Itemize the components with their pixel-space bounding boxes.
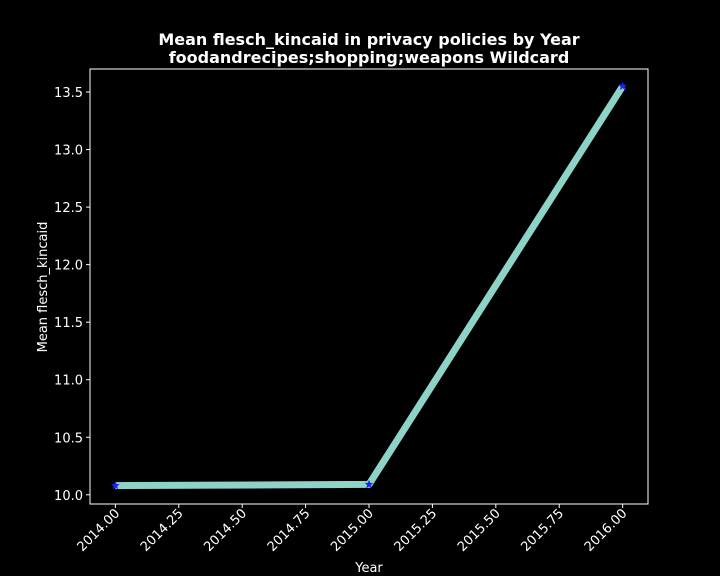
y-tick-label: 13.5 xyxy=(54,86,83,101)
x-tick-label: 2014.25 xyxy=(138,506,187,555)
chart-marks: 10.0 10.5 11.0 11.5 12.0 12.5 13.0 13.5 2014.00 2… xyxy=(54,81,631,555)
x-tick-label: 2015.25 xyxy=(392,506,441,555)
y-tick-label: 11.0 xyxy=(54,374,83,389)
series-line xyxy=(115,84,626,490)
y-axis-label: Mean flesch_kincaid xyxy=(36,222,51,353)
y-tick-label: 12.0 xyxy=(54,259,83,274)
y-tick-label: 11.5 xyxy=(54,316,83,331)
y-tick-label: 10.5 xyxy=(54,431,83,446)
y-tick-label: 10.0 xyxy=(54,489,83,504)
chart-title-line2: foodandrecipes;shopping;weapons Wildcard xyxy=(169,48,570,67)
y-tick-label: 12.5 xyxy=(54,201,83,216)
plot-area-frame xyxy=(89,68,649,505)
x-tick-label: 2015.00 xyxy=(328,506,377,555)
x-tick-label: 2014.50 xyxy=(201,506,250,555)
x-tick-label: 2015.50 xyxy=(455,506,504,555)
data-point-star xyxy=(618,81,628,91)
chart-title-line1: Mean flesch_kincaid in privacy policies … xyxy=(158,30,579,49)
x-tick-label: 2016.00 xyxy=(582,506,631,555)
x-tick-label: 2014.75 xyxy=(265,506,314,555)
data-point-star xyxy=(364,479,374,489)
x-tick-label: 2015.75 xyxy=(518,506,567,555)
x-axis-label: Year xyxy=(354,561,383,576)
x-tick-label: 2014.00 xyxy=(75,506,124,555)
y-tick-label: 13.0 xyxy=(54,144,83,159)
data-point-star xyxy=(110,480,120,490)
